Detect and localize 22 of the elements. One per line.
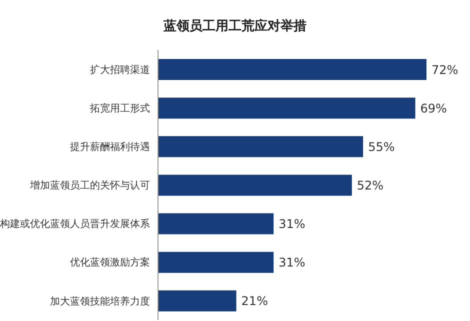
chart-title: 蓝领员工用工荒应对举措 bbox=[162, 18, 308, 35]
data-label: 69% bbox=[420, 101, 447, 116]
data-label: 52% bbox=[356, 178, 384, 192]
y-tick-label: 提升薪酬福利待遇 bbox=[70, 140, 150, 153]
bar bbox=[158, 59, 426, 80]
y-tick-label: 扩大招聘渠道 bbox=[90, 64, 150, 76]
data-label: 31% bbox=[278, 256, 306, 270]
data-label: 72% bbox=[431, 62, 458, 77]
y-tick-label: 构建或优化蓝领人员晋升发展体系 bbox=[0, 218, 150, 230]
bar bbox=[158, 290, 236, 312]
y-tick-label: 增加蓝领员工的关怀与认可 bbox=[29, 180, 150, 192]
data-label: 55% bbox=[368, 140, 395, 154]
y-tick-label: 优化蓝领激励方案 bbox=[70, 256, 150, 269]
bar bbox=[158, 252, 274, 273]
y-tick-label: 加大蓝领技能培养力度 bbox=[50, 295, 150, 308]
bar bbox=[158, 174, 352, 196]
y-tick-label: 拓宽用工形式 bbox=[89, 102, 150, 114]
bar bbox=[158, 136, 364, 158]
data-label: 21% bbox=[241, 294, 268, 308]
data-label: 31% bbox=[278, 217, 306, 232]
bar bbox=[158, 98, 416, 119]
bar bbox=[158, 213, 274, 234]
